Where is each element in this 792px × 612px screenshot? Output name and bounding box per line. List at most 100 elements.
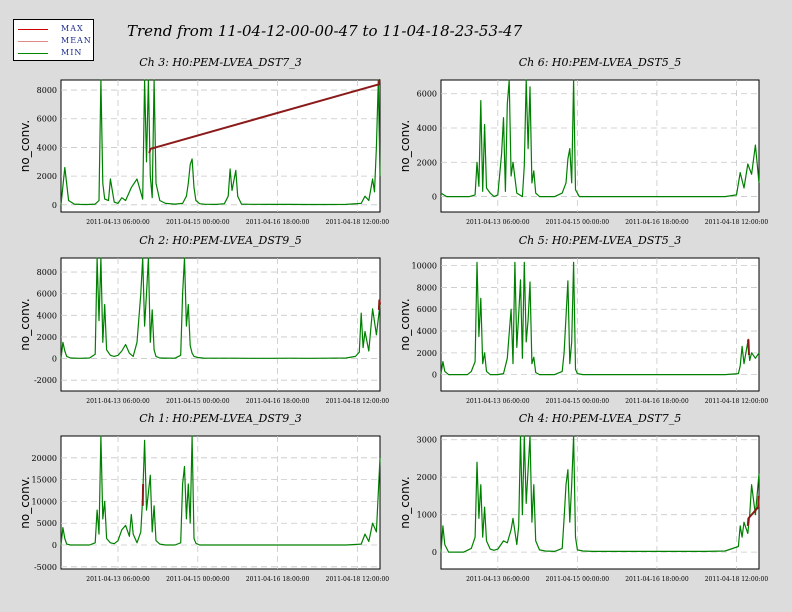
x-tick-label: 2011-04-13 06:00:00 (466, 398, 530, 405)
y-axis-label: no_conv. (18, 120, 32, 172)
y-tick-label: 0 (52, 201, 57, 210)
plot-area (440, 257, 760, 392)
series-line-min (60, 435, 381, 546)
chart-ch3: 0 2000 4000 6000 8000 2011-04-13 06:00:00 2011… (18, 56, 389, 226)
y-tick-label: 0 (52, 541, 57, 550)
y-tick-label: -5000 (34, 563, 57, 572)
legend-item-mean: MEAN (18, 35, 94, 47)
plot-area (440, 79, 760, 213)
legend-item-max: MAX (18, 23, 94, 35)
y-tick-label: 0 (52, 355, 57, 364)
y-tick-label: 2000 (37, 333, 57, 342)
x-tick-label: 2011-04-16 18:00:00 (246, 576, 310, 583)
y-tick-label: 4000 (37, 143, 57, 152)
legend-swatch-mean (18, 41, 48, 42)
series-line-min (440, 261, 760, 376)
series-line-min (60, 79, 381, 206)
y-axis-label: no_conv. (398, 298, 412, 350)
y-tick-label: 2000 (37, 172, 57, 181)
x-tick-label: 2011-04-15 00:00:00 (546, 576, 610, 583)
legend-label-min: MIN (61, 48, 83, 57)
y-tick-label: 0 (432, 193, 437, 202)
x-tick-label: 2011-04-18 12:00:00 (326, 219, 390, 226)
legend-label-max: MAX (61, 24, 84, 33)
y-tick-label: 5000 (37, 519, 57, 528)
y-tick-label: 0 (432, 548, 437, 557)
y-tick-label: 8000 (417, 283, 437, 292)
series-line-min (440, 79, 760, 198)
chart-title: Ch 6: H0:PEM-LVEA_DST5_5 (519, 56, 682, 69)
x-tick-label: 2011-04-18 12:00:00 (326, 576, 390, 583)
y-axis-label: no_conv. (398, 476, 412, 528)
y-tick-label: 6000 (37, 115, 57, 124)
x-tick-label: 2011-04-15 00:00:00 (546, 219, 610, 226)
y-tick-label: 6000 (417, 305, 437, 314)
y-tick-label: 8000 (37, 86, 57, 95)
plot-area (60, 435, 381, 570)
y-tick-label: 10000 (32, 497, 57, 506)
x-tick-label: 2011-04-16 18:00:00 (246, 219, 310, 226)
chart-title: Ch 1: H0:PEM-LVEA_DST9_3 (139, 412, 302, 425)
x-tick-label: 2011-04-15 00:00:00 (166, 398, 230, 405)
series-line-min (440, 435, 760, 553)
x-tick-label: 2011-04-15 00:00:00 (166, 219, 230, 226)
y-tick-label: 4000 (417, 124, 437, 133)
legend-swatch-max (18, 29, 48, 30)
y-tick-label: 15000 (32, 476, 57, 485)
legend: MAX MEAN MIN (13, 19, 94, 61)
x-tick-label: 2011-04-18 12:00:00 (705, 576, 769, 583)
chart-title: Ch 3: H0:PEM-LVEA_DST7_3 (139, 56, 302, 69)
y-axis-label: no_conv. (18, 476, 32, 528)
y-tick-label: 2000 (417, 349, 437, 358)
y-axis-label: no_conv. (18, 298, 32, 350)
x-tick-label: 2011-04-18 12:00:00 (326, 398, 390, 405)
y-tick-label: 4000 (417, 327, 437, 336)
y-tick-label: 1000 (417, 511, 437, 520)
x-tick-label: 2011-04-16 18:00:00 (625, 576, 689, 583)
x-tick-label: 2011-04-13 06:00:00 (86, 219, 150, 226)
y-axis-label: no_conv. (398, 120, 412, 172)
y-tick-label: 2000 (417, 473, 437, 482)
chart-ch1: -5000 0 5000 10000 15000 20000 2011-04-13 06:0… (18, 412, 389, 583)
y-tick-label: 4000 (37, 311, 57, 320)
series-line-min (60, 257, 381, 359)
chart-ch4: 0 1000 2000 3000 2011-04-13 06:00:00 2011-04-… (398, 412, 768, 583)
x-tick-label: 2011-04-15 00:00:00 (546, 398, 610, 405)
chart-title: Ch 5: H0:PEM-LVEA_DST5_3 (519, 234, 682, 247)
series-line-max (148, 79, 381, 154)
y-tick-label: 3000 (417, 436, 437, 445)
y-tick-label: 6000 (417, 90, 437, 99)
page-title: Trend from 11-04-12-00-00-47 to 11-04-18… (127, 22, 523, 40)
series-line-max (746, 338, 750, 356)
x-tick-label: 2011-04-13 06:00:00 (86, 576, 150, 583)
y-tick-label: 10000 (412, 262, 437, 271)
chart-ch5: 0 2000 4000 6000 8000 10000 2011-04-13 06:00:0… (398, 234, 768, 405)
plot-area (60, 257, 381, 392)
chart-title: Ch 2: H0:PEM-LVEA_DST9_5 (139, 234, 302, 247)
y-tick-label: -2000 (34, 376, 57, 385)
x-tick-label: 2011-04-13 06:00:00 (466, 219, 530, 226)
y-tick-label: 2000 (417, 158, 437, 167)
legend-label-mean: MEAN (61, 36, 92, 45)
series-line-max (746, 495, 760, 526)
legend-item-min: MIN (18, 47, 94, 59)
y-tick-label: 6000 (37, 290, 57, 299)
x-tick-label: 2011-04-18 12:00:00 (705, 398, 769, 405)
y-tick-label: 20000 (32, 454, 57, 463)
x-tick-label: 2011-04-16 18:00:00 (246, 398, 310, 405)
legend-swatch-min (18, 53, 48, 54)
plot-area (60, 79, 381, 213)
x-tick-label: 2011-04-13 06:00:00 (466, 576, 530, 583)
series-line-max (377, 299, 381, 310)
x-tick-label: 2011-04-16 18:00:00 (625, 398, 689, 405)
x-tick-label: 2011-04-18 12:00:00 (705, 219, 769, 226)
x-tick-label: 2011-04-16 18:00:00 (625, 219, 689, 226)
plot-area (440, 435, 760, 570)
chart-title: Ch 4: H0:PEM-LVEA_DST7_5 (519, 412, 682, 425)
chart-ch6: 0 2000 4000 6000 2011-04-13 06:00:00 2011-04-… (398, 56, 768, 226)
x-tick-label: 2011-04-13 06:00:00 (86, 398, 150, 405)
y-tick-label: 8000 (37, 268, 57, 277)
chart-ch2: -2000 0 2000 4000 6000 8000 2011-04-13 06:00:0… (18, 234, 389, 405)
y-tick-label: 0 (432, 371, 437, 380)
